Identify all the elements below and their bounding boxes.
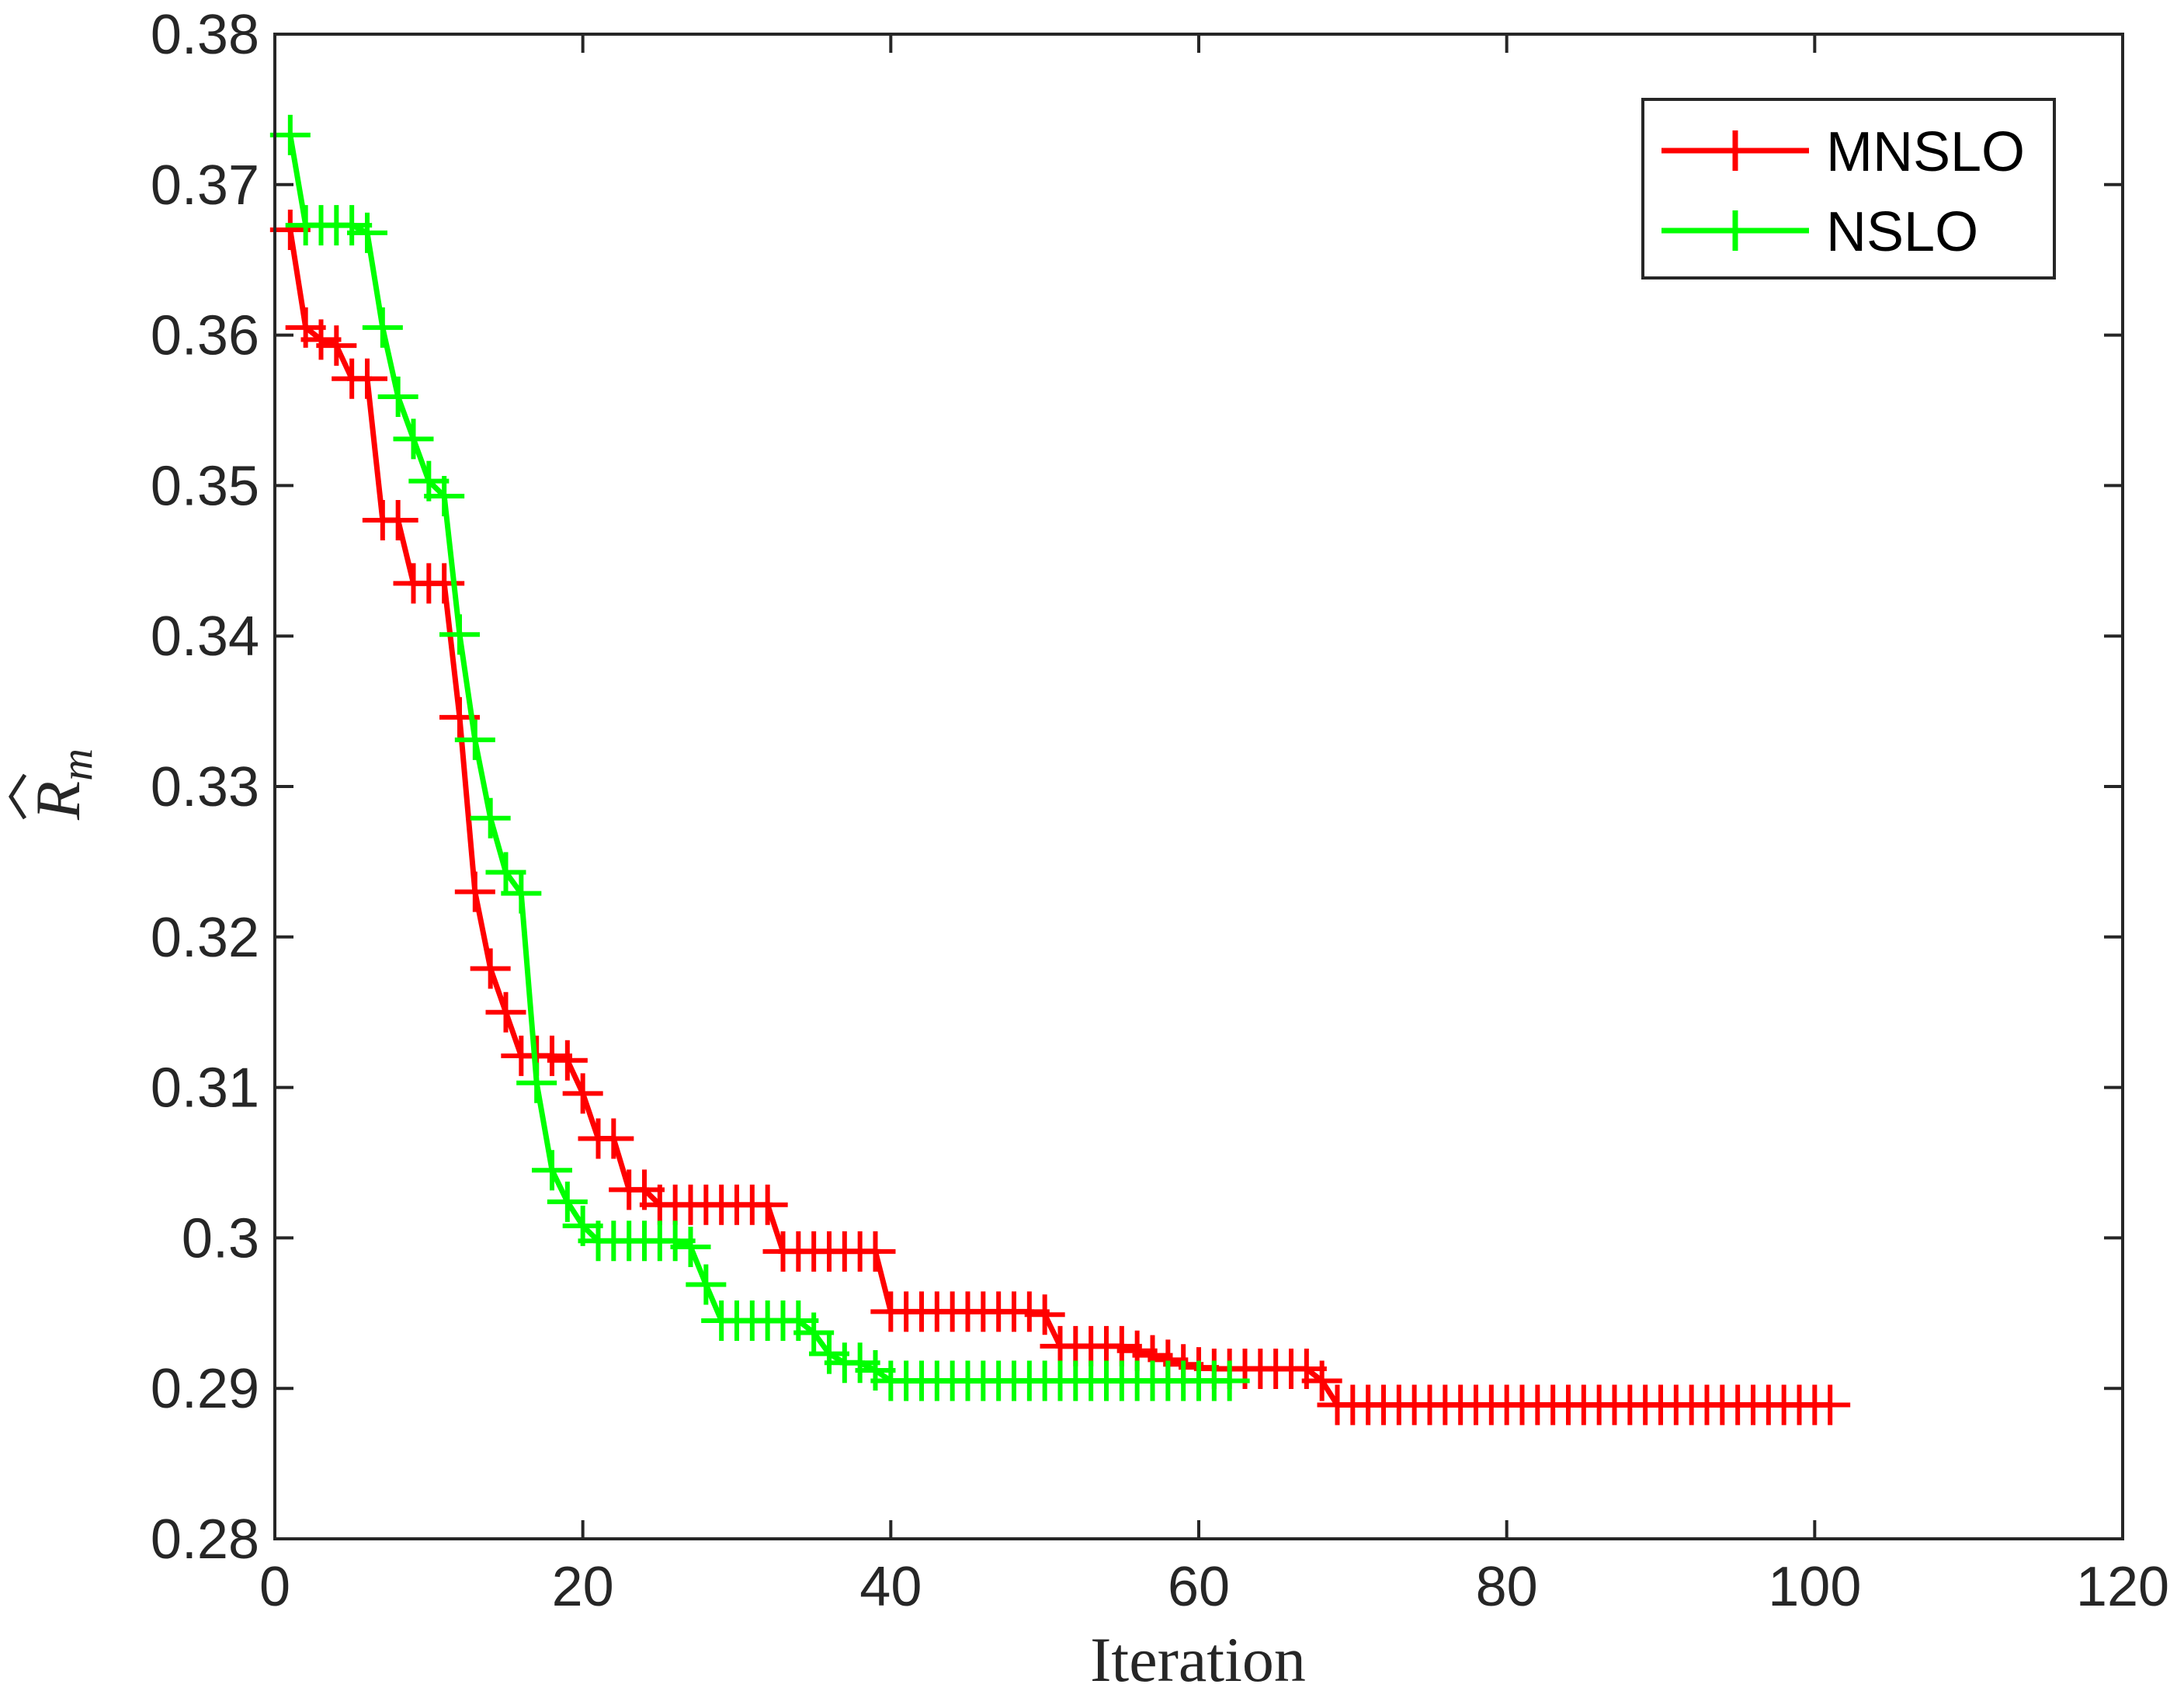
y-tick-label: 0.36 <box>151 305 259 367</box>
data-point-mnslo <box>424 563 465 604</box>
y-tick-label: 0.29 <box>151 1358 259 1420</box>
data-point-mnslo <box>1810 1384 1851 1425</box>
data-point-nslo <box>424 475 465 516</box>
y-tick-label: 0.31 <box>151 1057 259 1120</box>
y-tick-label: 0.33 <box>151 756 259 818</box>
data-point-nslo <box>532 1150 572 1191</box>
data-point-nslo <box>686 1264 727 1305</box>
data-point-mnslo <box>347 358 387 399</box>
data-point-mnslo <box>316 325 357 366</box>
y-tick-label: 0.3 <box>182 1207 259 1269</box>
legend: MNSLO NSLO <box>1641 98 2056 280</box>
data-point-mnslo <box>485 991 526 1033</box>
data-point-mnslo <box>454 871 495 912</box>
y-axis-label-subscript: m <box>51 748 102 781</box>
data-point-nslo <box>470 797 511 839</box>
data-point-nslo <box>347 212 387 253</box>
legend-label-nslo: NSLO <box>1826 201 1978 263</box>
ticks-layer: 0 20 40 60 80 100 120 0.28 0.29 0.3 0.31 0.32 0.33 0.… <box>151 4 2169 1618</box>
data-point-nslo <box>269 114 311 155</box>
series-layer <box>269 114 1851 1425</box>
data-point-mnslo <box>747 1184 788 1225</box>
x-tick-label: 80 <box>1476 1556 1538 1618</box>
legend-box <box>1641 98 2056 280</box>
data-point-nslo <box>1209 1360 1250 1401</box>
x-tick-label: 20 <box>552 1556 614 1618</box>
y-tick-label: 0.34 <box>151 606 259 668</box>
data-point-mnslo <box>1301 1360 1342 1401</box>
data-point-mnslo <box>1024 1294 1065 1335</box>
data-point-nslo <box>793 1312 835 1353</box>
x-tick-label: 40 <box>859 1556 922 1618</box>
data-point-nslo <box>439 614 480 655</box>
data-point-nslo <box>516 1062 557 1103</box>
legend-marker-nslo <box>1715 210 1755 251</box>
data-point-nslo <box>670 1227 711 1268</box>
data-point-nslo <box>454 719 495 760</box>
data-point-nslo <box>501 873 542 914</box>
data-point-nslo <box>485 852 526 893</box>
legend-label-mnslo: MNSLO <box>1826 121 2025 183</box>
data-point-nslo <box>377 377 418 418</box>
data-point-mnslo <box>855 1231 896 1272</box>
data-point-nslo <box>393 418 434 460</box>
y-tick-label: 0.37 <box>151 155 259 217</box>
y-tick-label: 0.28 <box>151 1509 259 1571</box>
data-point-mnslo <box>547 1040 588 1081</box>
y-tick-label: 0.32 <box>151 907 259 969</box>
x-axis-label: Iteration <box>1090 1624 1306 1695</box>
x-tick-label: 0 <box>259 1556 290 1618</box>
legend-marker-mnslo <box>1715 130 1755 171</box>
y-tick-label: 0.35 <box>151 455 259 517</box>
data-point-mnslo <box>470 948 511 989</box>
data-point-nslo <box>547 1181 588 1222</box>
data-point-nslo <box>362 307 403 348</box>
y-axis-label-main: Rm <box>23 748 102 821</box>
y-tick-label: 0.38 <box>151 4 259 66</box>
x-tick-label: 60 <box>1168 1556 1230 1618</box>
y-axis-label-symbol: R <box>23 781 93 821</box>
data-point-mnslo <box>593 1118 634 1159</box>
x-tick-label: 100 <box>1768 1556 1861 1618</box>
y-axis-label: Rm <box>9 748 102 821</box>
data-point-mnslo <box>562 1073 603 1114</box>
y-axis-label-hat <box>9 773 27 820</box>
x-tick-label: 120 <box>2076 1556 2169 1618</box>
data-point-mnslo <box>377 499 418 540</box>
